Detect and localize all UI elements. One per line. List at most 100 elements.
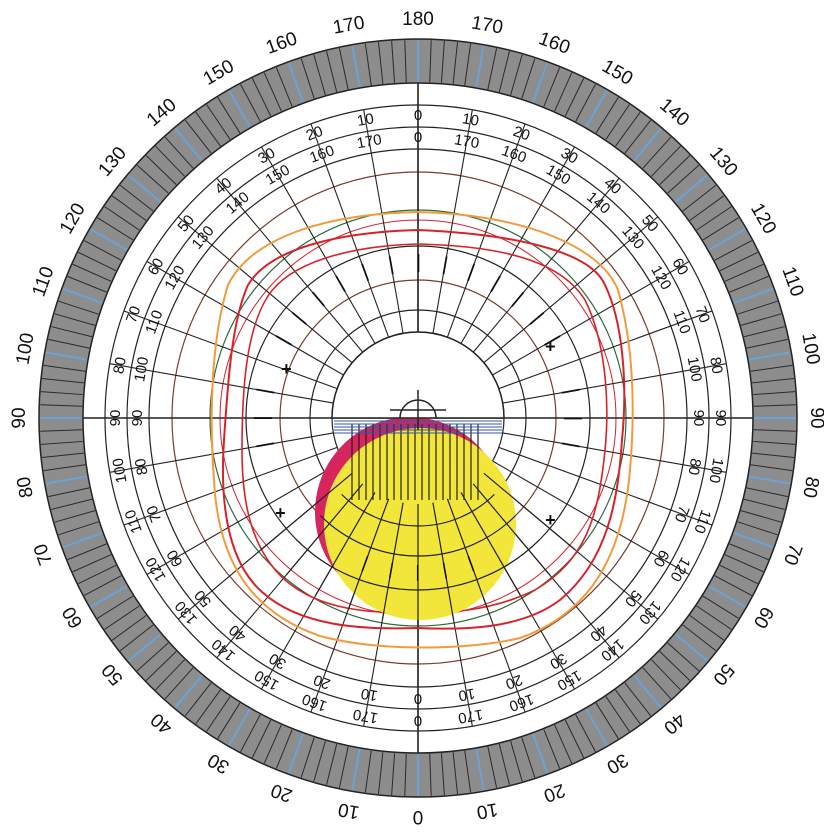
- band-tick: [708, 585, 746, 608]
- band-tick: [752, 377, 794, 384]
- marker-minus: —: [435, 255, 458, 276]
- marker-minus: —: [409, 254, 429, 272]
- scale-label: 10: [457, 684, 476, 704]
- band-tick: [575, 714, 596, 752]
- band-tick: [43, 464, 86, 472]
- band-tick: [364, 43, 372, 86]
- band-tick: [51, 498, 93, 510]
- band-tick: [753, 440, 796, 445]
- scale-label: 120: [746, 200, 780, 238]
- band-tick: [40, 429, 83, 432]
- band-tick: [287, 62, 305, 103]
- band-tick: [733, 287, 774, 305]
- band-tick: [543, 67, 561, 107]
- marker-minus: —: [255, 378, 276, 401]
- band-tick: [104, 206, 140, 231]
- grid-radial: [261, 146, 376, 344]
- band-tick: [45, 351, 88, 361]
- band-tick: [84, 240, 122, 261]
- scale-label: 60: [144, 255, 167, 278]
- scale-label: 80: [13, 475, 37, 499]
- band-tick: [338, 48, 349, 90]
- scale-label: 90: [806, 407, 824, 428]
- marker-minus: —: [564, 409, 582, 429]
- band-tick: [40, 391, 83, 396]
- band-tick: [702, 217, 739, 241]
- grid-radial: [502, 432, 727, 473]
- grid-radial: [492, 261, 690, 376]
- band-tick: [48, 487, 90, 498]
- band-tick: [487, 746, 498, 788]
- scale-label: 60: [668, 255, 691, 278]
- band-tick: [740, 510, 782, 523]
- field-radial: [260, 472, 353, 551]
- scale-label: 100: [684, 355, 705, 383]
- grid-radial: [109, 363, 334, 404]
- band-tick: [72, 263, 112, 282]
- isopter-orange: [210, 210, 634, 649]
- band-tick: [90, 585, 128, 608]
- scale-label: 70: [779, 541, 806, 568]
- band-tick: [111, 615, 147, 641]
- band-tick: [45, 475, 88, 485]
- band-tick: [54, 510, 96, 523]
- band-tick: [702, 595, 739, 619]
- band-tick: [674, 174, 709, 203]
- scale-label: 10: [356, 110, 375, 130]
- grid-radial: [216, 177, 364, 353]
- band-tick: [119, 624, 154, 652]
- scale-label: 130: [95, 143, 131, 181]
- band-tick: [464, 750, 472, 793]
- band-tick: [651, 145, 681, 177]
- band-tick: [543, 729, 561, 769]
- scale-label: 80: [132, 457, 152, 476]
- field-radial: [381, 502, 404, 620]
- band-tick: [624, 119, 652, 154]
- band-tick: [228, 90, 251, 128]
- band-tick: [746, 338, 788, 349]
- marker-minus: —: [328, 270, 354, 296]
- band-tick: [40, 440, 83, 445]
- scale-label: 80: [798, 475, 822, 499]
- band-tick: [531, 733, 549, 774]
- grid-radial: [146, 460, 344, 575]
- band-tick: [174, 127, 203, 162]
- band-tick: [564, 719, 585, 758]
- band-tick: [737, 521, 778, 536]
- band-tick: [429, 753, 432, 796]
- band-tick: [748, 475, 791, 485]
- scale-label: 0: [414, 690, 422, 707]
- scale-label: 40: [659, 708, 689, 738]
- band-tick: [84, 575, 122, 596]
- scale-label: 50: [98, 659, 128, 689]
- grid-radial: [502, 363, 727, 404]
- band-tick: [554, 72, 573, 112]
- band-tick: [155, 659, 185, 691]
- band-tick: [464, 43, 472, 86]
- band-tick: [564, 78, 585, 117]
- scale-label: 90: [690, 410, 707, 427]
- outer-band-ticks: [40, 40, 796, 796]
- scale-label: 20: [304, 123, 325, 145]
- band-tick: [228, 708, 251, 746]
- band-tick: [42, 377, 84, 384]
- band-tick: [746, 487, 788, 498]
- grid-radial: [472, 177, 620, 353]
- scale-label: 20: [511, 123, 532, 145]
- band-tick: [300, 737, 315, 778]
- field-radial: [347, 498, 390, 611]
- band-tick: [351, 748, 361, 791]
- center-blind-area: [331, 331, 505, 434]
- scale-label: 110: [777, 264, 807, 300]
- band-tick: [145, 651, 177, 681]
- band-tick: [740, 313, 782, 326]
- grid-radial: [498, 446, 713, 526]
- band-tick: [689, 195, 725, 221]
- scale-label: 30: [547, 649, 570, 672]
- grid-radial: [109, 432, 334, 473]
- band-tick: [404, 753, 407, 796]
- field-arc: [341, 493, 495, 527]
- band-tick: [251, 78, 272, 117]
- band-tick: [377, 752, 384, 794]
- band-tick: [195, 111, 221, 147]
